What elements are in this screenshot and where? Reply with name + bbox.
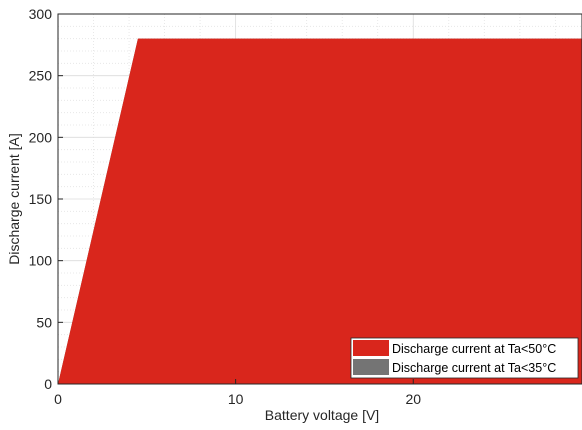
y-tick-label: 100 (29, 253, 53, 269)
legend-swatch-ta35 (353, 359, 389, 375)
x-tick-label: 0 (54, 391, 62, 407)
y-tick-label: 150 (29, 191, 53, 207)
y-tick-label: 250 (29, 68, 53, 84)
y-axis-label: Discharge current [A] (6, 133, 22, 265)
tick-marks (57, 13, 414, 385)
legend-label-ta35: Discharge current at Ta<35°C (392, 361, 556, 375)
area-series-0 (58, 38, 582, 385)
legend: Discharge current at Ta<50°C Discharge c… (350, 337, 579, 379)
y-tick-label: 300 (29, 6, 53, 22)
legend-label-ta50: Discharge current at Ta<50°C (392, 342, 556, 356)
x-tick-label: 20 (405, 391, 421, 407)
y-tick-label: 200 (29, 129, 53, 145)
y-tick-label: 50 (36, 314, 52, 330)
y-tick-labels: 0 50 100 150 200 250 300 (29, 6, 53, 392)
x-tick-label: 10 (228, 391, 244, 407)
legend-swatch-ta50 (353, 340, 389, 356)
area-layer (58, 38, 582, 385)
x-axis-label: Battery voltage [V] (265, 407, 379, 423)
y-tick-label: 0 (44, 376, 52, 392)
x-tick-labels: 0 10 20 (54, 391, 421, 407)
